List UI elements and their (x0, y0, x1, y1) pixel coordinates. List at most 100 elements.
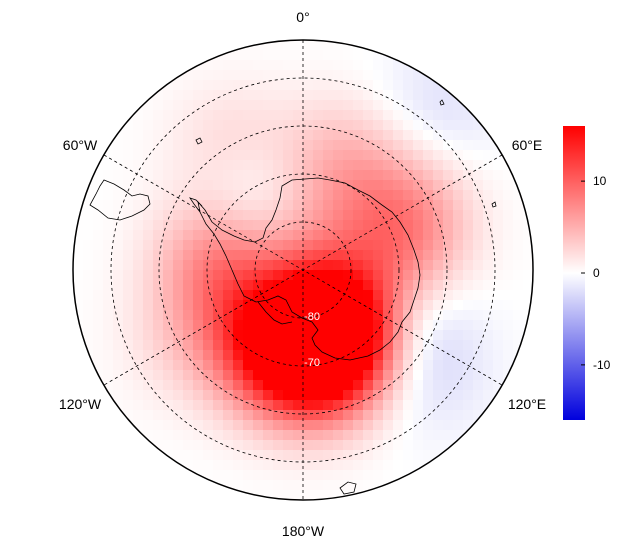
field-cell (73, 310, 84, 321)
field-cell (243, 280, 254, 291)
field-cell (453, 240, 464, 251)
field-cell (273, 400, 284, 411)
field-cell (233, 70, 244, 81)
field-cell (173, 280, 184, 291)
field-cell (423, 270, 434, 281)
field-cell (183, 160, 194, 171)
field-cell (283, 410, 294, 421)
field-cell (193, 380, 204, 391)
field-cell (313, 120, 324, 131)
field-cell (353, 320, 364, 331)
field-cell (113, 140, 124, 151)
field-cell (293, 450, 304, 461)
field-cell (233, 380, 244, 391)
field-cell (233, 360, 244, 371)
field-cell (383, 390, 394, 401)
field-cell (403, 110, 414, 121)
field-cell (413, 390, 424, 401)
field-cell (483, 290, 494, 301)
field-cell (463, 190, 474, 201)
field-cell (453, 230, 464, 241)
field-cell (263, 60, 274, 71)
field-cell (473, 300, 484, 311)
field-cell (263, 280, 274, 291)
field-cell (433, 270, 444, 281)
field-cell (463, 160, 474, 171)
field-cell (443, 350, 454, 361)
field-cell (293, 310, 304, 321)
field-cell (83, 200, 94, 211)
field-cell (433, 330, 444, 341)
field-cell (303, 70, 314, 81)
field-cell (303, 410, 314, 421)
field-cell (203, 290, 214, 301)
field-cell (173, 120, 184, 131)
field-cell (473, 400, 484, 411)
field-cell (423, 170, 434, 181)
field-cell (433, 420, 444, 431)
field-cell (323, 130, 334, 141)
field-cell (463, 200, 474, 211)
field-cell (423, 140, 434, 151)
field-cell (373, 90, 384, 101)
field-cell (83, 220, 94, 231)
field-cell (253, 470, 264, 481)
field-cell (243, 430, 254, 441)
field-cell (243, 150, 254, 161)
field-cell (323, 360, 334, 371)
field-cell (233, 440, 244, 451)
field-cell (193, 50, 204, 61)
field-cell (143, 380, 154, 391)
field-cell (153, 300, 164, 311)
field-cell (273, 170, 284, 181)
field-cell (443, 380, 454, 391)
field-cell (383, 150, 394, 161)
field-cell (513, 230, 524, 241)
field-cell (143, 140, 154, 151)
field-cell (293, 130, 304, 141)
field-cell (243, 130, 254, 141)
field-cell (353, 120, 364, 131)
field-cell (413, 380, 424, 391)
field-cell (403, 220, 414, 231)
field-cell (203, 380, 214, 391)
field-cell (443, 180, 454, 191)
lon-label-lower-right: 120°E (508, 396, 546, 412)
field-cell (383, 100, 394, 111)
field-cell (133, 290, 144, 301)
field-cell (333, 220, 344, 231)
field-cell (333, 450, 344, 461)
field-cell (83, 280, 94, 291)
field-cell (483, 370, 494, 381)
field-cell (243, 400, 254, 411)
field-cell (303, 60, 314, 71)
field-cell (433, 90, 444, 101)
field-cell (133, 120, 144, 131)
field-cell (213, 330, 224, 341)
field-cell (523, 270, 533, 281)
field-cell (413, 350, 424, 361)
field-cell (473, 290, 484, 301)
field-cell (243, 290, 254, 301)
field-cell (373, 100, 384, 111)
field-cell (263, 320, 274, 331)
field-cell (503, 230, 514, 241)
field-cell (313, 150, 324, 161)
field-cell (503, 320, 514, 331)
field-cell (263, 330, 274, 341)
field-cell (443, 220, 454, 231)
field-cell (163, 120, 174, 131)
field-cell (223, 430, 234, 441)
field-cell (383, 110, 394, 121)
field-cell (253, 210, 264, 221)
field-cell (523, 340, 533, 351)
field-cell (253, 220, 264, 231)
field-cell (183, 110, 194, 121)
field-cell (293, 300, 304, 311)
field-cell (403, 400, 414, 411)
field-cell (283, 240, 294, 251)
field-cell (253, 130, 264, 141)
field-cell (133, 280, 144, 291)
field-cell (333, 70, 344, 81)
field-cell (363, 140, 374, 151)
